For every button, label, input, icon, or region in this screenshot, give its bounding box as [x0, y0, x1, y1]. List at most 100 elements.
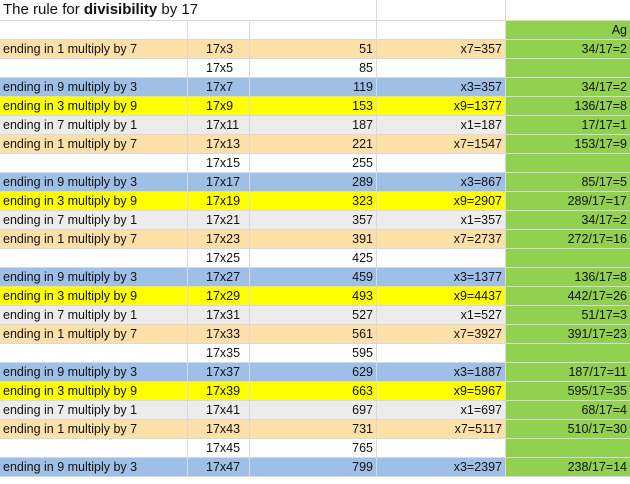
rule-cell[interactable]: ending in 1 multiply by 7 [0, 420, 188, 439]
expression-cell[interactable]: 17x47 [188, 458, 250, 477]
rule-cell[interactable]: ending in 3 multiply by 9 [0, 97, 188, 116]
ag-cell[interactable] [506, 344, 630, 363]
multiply-cell[interactable] [377, 249, 506, 268]
multiply-cell[interactable]: x7=3927 [377, 325, 506, 344]
multiply-cell[interactable] [377, 439, 506, 458]
empty-cell[interactable] [377, 0, 506, 21]
rule-cell[interactable] [0, 59, 188, 78]
value-cell[interactable]: 799 [250, 458, 377, 477]
ag-cell[interactable]: 153/17=9 [506, 135, 630, 154]
ag-cell[interactable]: 68/17=4 [506, 401, 630, 420]
multiply-cell[interactable]: x7=1547 [377, 135, 506, 154]
rule-cell[interactable]: ending in 7 multiply by 1 [0, 306, 188, 325]
value-cell[interactable]: 527 [250, 306, 377, 325]
expression-cell[interactable]: 17x25 [188, 249, 250, 268]
ag-cell[interactable] [506, 59, 630, 78]
ag-cell[interactable] [506, 154, 630, 173]
multiply-cell[interactable] [377, 154, 506, 173]
expression-cell[interactable]: 17x37 [188, 363, 250, 382]
expression-cell[interactable]: 17x31 [188, 306, 250, 325]
empty-cell[interactable] [0, 21, 188, 40]
expression-cell[interactable]: 17x39 [188, 382, 250, 401]
expression-cell[interactable]: 17x9 [188, 97, 250, 116]
value-cell[interactable]: 221 [250, 135, 377, 154]
multiply-cell[interactable]: x1=527 [377, 306, 506, 325]
rule-cell[interactable]: ending in 7 multiply by 1 [0, 116, 188, 135]
value-cell[interactable]: 255 [250, 154, 377, 173]
expression-cell[interactable]: 17x19 [188, 192, 250, 211]
multiply-cell[interactable]: x7=357 [377, 40, 506, 59]
value-cell[interactable]: 493 [250, 287, 377, 306]
value-cell[interactable]: 51 [250, 40, 377, 59]
rule-cell[interactable]: ending in 1 multiply by 7 [0, 135, 188, 154]
ag-cell[interactable] [506, 249, 630, 268]
multiply-cell[interactable]: x9=1377 [377, 97, 506, 116]
rule-cell[interactable]: ending in 9 multiply by 3 [0, 173, 188, 192]
expression-cell[interactable]: 17x13 [188, 135, 250, 154]
rule-cell[interactable]: ending in 9 multiply by 3 [0, 268, 188, 287]
value-cell[interactable]: 629 [250, 363, 377, 382]
expression-cell[interactable]: 17x29 [188, 287, 250, 306]
value-cell[interactable]: 697 [250, 401, 377, 420]
ag-cell[interactable]: 272/17=16 [506, 230, 630, 249]
multiply-cell[interactable]: x3=2397 [377, 458, 506, 477]
expression-cell[interactable]: 17x21 [188, 211, 250, 230]
rule-cell[interactable]: ending in 3 multiply by 9 [0, 382, 188, 401]
expression-cell[interactable]: 17x11 [188, 116, 250, 135]
value-cell[interactable]: 595 [250, 344, 377, 363]
expression-cell[interactable]: 17x41 [188, 401, 250, 420]
ag-cell[interactable]: 34/17=2 [506, 211, 630, 230]
rule-cell[interactable]: ending in 1 multiply by 7 [0, 325, 188, 344]
multiply-cell[interactable]: x9=2907 [377, 192, 506, 211]
ag-cell[interactable]: 595/17=35 [506, 382, 630, 401]
ag-cell[interactable]: 34/17=2 [506, 40, 630, 59]
rule-cell[interactable] [0, 154, 188, 173]
multiply-cell[interactable] [377, 59, 506, 78]
ag-cell[interactable]: 85/17=5 [506, 173, 630, 192]
ag-cell[interactable]: 17/17=1 [506, 116, 630, 135]
value-cell[interactable]: 731 [250, 420, 377, 439]
ag-cell[interactable]: 391/17=23 [506, 325, 630, 344]
rule-cell[interactable]: ending in 9 multiply by 3 [0, 458, 188, 477]
value-cell[interactable]: 323 [250, 192, 377, 211]
multiply-cell[interactable]: x7=2737 [377, 230, 506, 249]
multiply-cell[interactable]: x3=867 [377, 173, 506, 192]
expression-cell[interactable]: 17x45 [188, 439, 250, 458]
rule-cell[interactable]: ending in 9 multiply by 3 [0, 363, 188, 382]
expression-cell[interactable]: 17x17 [188, 173, 250, 192]
rule-cell[interactable]: ending in 3 multiply by 9 [0, 287, 188, 306]
rule-cell[interactable]: ending in 1 multiply by 7 [0, 40, 188, 59]
empty-cell[interactable] [250, 21, 377, 40]
multiply-cell[interactable]: x1=357 [377, 211, 506, 230]
expression-cell[interactable]: 17x27 [188, 268, 250, 287]
multiply-cell[interactable]: x9=5967 [377, 382, 506, 401]
multiply-cell[interactable]: x7=5117 [377, 420, 506, 439]
value-cell[interactable]: 561 [250, 325, 377, 344]
expression-cell[interactable]: 17x15 [188, 154, 250, 173]
value-cell[interactable]: 119 [250, 78, 377, 97]
rule-cell[interactable] [0, 344, 188, 363]
empty-cell[interactable] [188, 21, 250, 40]
value-cell[interactable]: 153 [250, 97, 377, 116]
multiply-cell[interactable]: x3=1887 [377, 363, 506, 382]
value-cell[interactable]: 289 [250, 173, 377, 192]
multiply-cell[interactable]: x1=187 [377, 116, 506, 135]
expression-cell[interactable]: 17x35 [188, 344, 250, 363]
value-cell[interactable]: 85 [250, 59, 377, 78]
rule-cell[interactable]: ending in 3 multiply by 9 [0, 192, 188, 211]
expression-cell[interactable]: 17x23 [188, 230, 250, 249]
multiply-cell[interactable]: x1=697 [377, 401, 506, 420]
ag-header-cell[interactable]: Ag [506, 21, 630, 40]
multiply-cell[interactable]: x3=1377 [377, 268, 506, 287]
ag-cell[interactable]: 51/17=3 [506, 306, 630, 325]
ag-cell[interactable] [506, 439, 630, 458]
ag-cell[interactable]: 136/17=8 [506, 97, 630, 116]
multiply-cell[interactable]: x3=357 [377, 78, 506, 97]
expression-cell[interactable]: 17x33 [188, 325, 250, 344]
rule-cell[interactable]: ending in 7 multiply by 1 [0, 401, 188, 420]
empty-cell[interactable] [506, 0, 630, 21]
ag-cell[interactable]: 34/17=2 [506, 78, 630, 97]
multiply-cell[interactable] [377, 344, 506, 363]
ag-cell[interactable]: 442/17=26 [506, 287, 630, 306]
expression-cell[interactable]: 17x7 [188, 78, 250, 97]
